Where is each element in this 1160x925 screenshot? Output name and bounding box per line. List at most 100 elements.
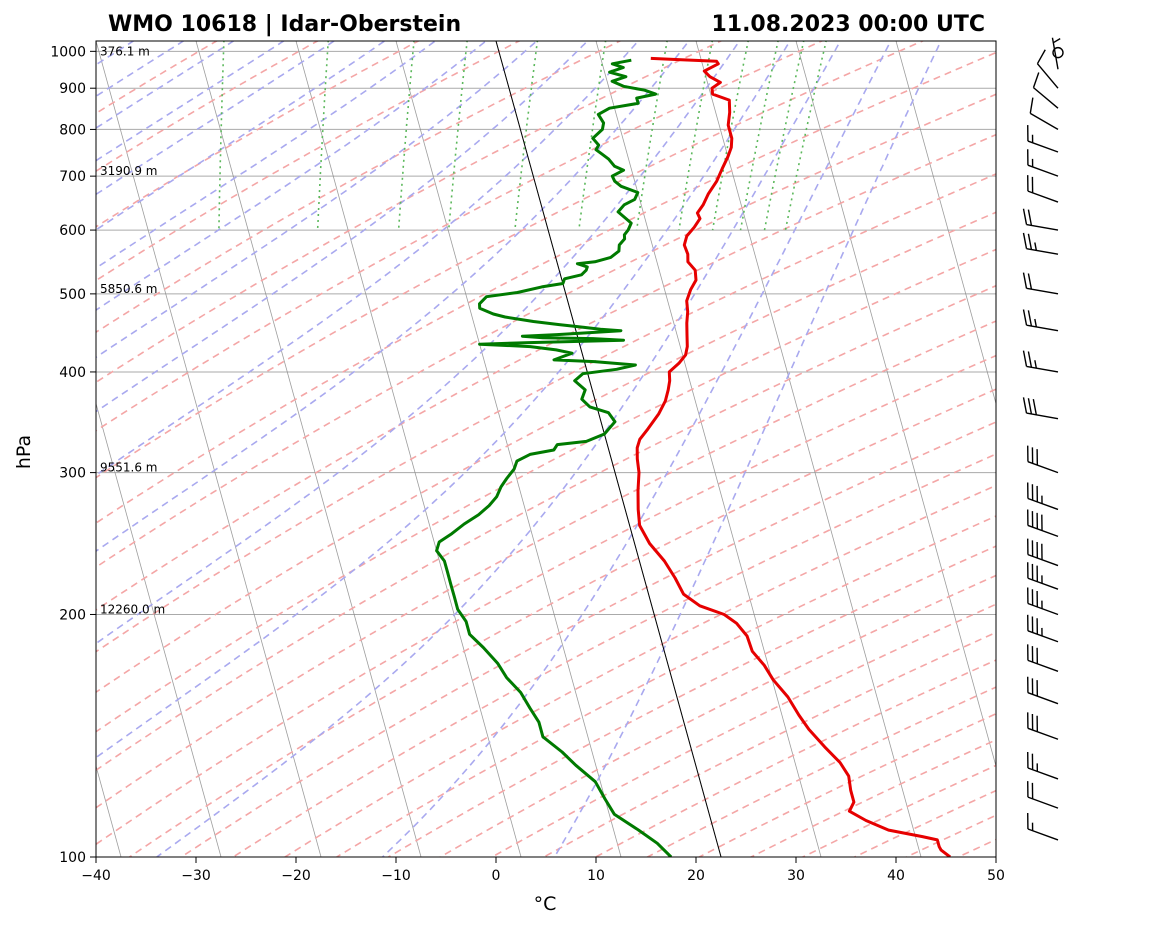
isotherm-line: [795, 41, 996, 768]
wind-barb-shaft: [1036, 63, 1059, 89]
wind-barb-feather: [1022, 232, 1028, 249]
temperature-profile-line: [635, 56, 952, 857]
wind-barb: [1027, 644, 1059, 672]
y-tick-label: 900: [59, 81, 86, 97]
dry-adiabat-line: [749, 739, 996, 857]
wind-barb-feather: [1032, 72, 1040, 88]
wind-barb-shaft: [1051, 37, 1059, 70]
moist-adiabat-line: [382, 41, 892, 857]
wind-barb-shaft: [1027, 140, 1059, 153]
wind-barb: [1027, 482, 1059, 511]
moist-adiabat-line: [96, 41, 690, 553]
mixing-ratio-line: [218, 41, 225, 231]
moist-adiabat-line: [96, 41, 741, 645]
isotherm-line: [895, 41, 996, 406]
dry-adiabat-line: [594, 659, 996, 857]
dewpoint-profile-line: [435, 58, 673, 857]
x-tick-label: −10: [381, 868, 411, 884]
wind-barb: [1027, 445, 1059, 474]
wind-barb-shaft: [1027, 497, 1059, 511]
moist-adiabat-line: [96, 41, 538, 359]
isotherm-line: [395, 41, 622, 857]
x-tick-label: 30: [787, 868, 805, 884]
wind-barb-shaft: [1027, 602, 1059, 616]
x-tick-label: −30: [181, 868, 211, 884]
axes: −40 −30 −20 −10 0 10 20 30 40 50 100 200 300 400 500 60…: [50, 44, 1005, 884]
dry-adiabat-line: [96, 320, 996, 809]
dry-adiabat-line: [96, 41, 824, 432]
dry-adiabat-line: [96, 173, 996, 653]
dry-adiabat-line: [697, 712, 996, 857]
mixing-ratio-line: [316, 41, 330, 231]
wind-barb-shaft: [1026, 412, 1059, 420]
mixing-ratio-line: [578, 41, 607, 231]
wind-barb-shaft: [1027, 190, 1059, 203]
wind-barb-feather: [1027, 351, 1033, 368]
wind-barb-shaft: [1027, 692, 1059, 705]
dry-adiabat-line: [956, 838, 996, 857]
background-grid: [96, 41, 996, 857]
x-tick-label: −40: [81, 868, 111, 884]
mixing-ratio-line: [711, 41, 750, 231]
wind-barb-shaft: [1029, 112, 1059, 131]
dry-adiabat-line: [96, 51, 996, 524]
wind-barb: [1027, 812, 1059, 841]
dry-adiabat-line: [96, 248, 996, 733]
wind-barb-shaft: [1026, 365, 1059, 373]
y-tick-label: 200: [59, 607, 86, 623]
wind-barb-shaft: [1027, 767, 1059, 780]
dry-adiabat-line: [96, 211, 996, 694]
isotherm-line: [695, 41, 922, 857]
plot-frame: [95, 40, 997, 858]
wind-barb: [1032, 72, 1059, 109]
wind-barb-shaft: [1027, 553, 1059, 567]
wind-barb-feather: [1029, 97, 1034, 114]
chart-title-datetime: 11.08.2023 00:00 UTC: [711, 12, 985, 37]
sounding-profiles: [435, 56, 952, 857]
height-labels: 12260.0 m 9551.6 m 5850.6 m 3190.9 m 376.1 m: [100, 45, 165, 617]
wind-barb-shaft: [1027, 828, 1059, 841]
x-tick-label: 20: [687, 868, 705, 884]
zero-degree-isotherm: [495, 41, 722, 857]
isotherm-line: [96, 41, 322, 857]
dry-adiabat-line: [801, 764, 996, 857]
mixing-ratio-line: [739, 41, 779, 231]
wind-barb-feather: [1022, 208, 1028, 225]
height-label: 12260.0 m: [100, 602, 165, 616]
wind-barb-feather: [1027, 310, 1033, 327]
isotherm-line: [295, 41, 522, 857]
wind-barb-feather: [1032, 398, 1038, 415]
wind-barb-feather: [1022, 272, 1028, 289]
isotherm-line: [995, 41, 996, 43]
y-tick-label: 700: [59, 169, 86, 185]
wind-barb-feather: [1027, 273, 1033, 290]
dry-adiabat-line: [96, 41, 925, 479]
wind-barb: [1027, 538, 1059, 567]
x-tick-label: 40: [887, 868, 905, 884]
wind-barb: [1027, 562, 1059, 590]
wind-barb-shaft: [1027, 727, 1059, 740]
dry-adiabat-line: [904, 814, 996, 857]
dry-adiabat-line: [542, 631, 996, 857]
wind-barb: [1022, 309, 1059, 332]
moist-adiabat-line: [553, 41, 942, 857]
wind-barb-feather: [1022, 397, 1028, 414]
moist-adiabat-line: [96, 41, 437, 269]
wind-barb: [1022, 208, 1059, 231]
wind-barb: [1027, 712, 1059, 740]
wind-barb-shaft: [1027, 577, 1059, 590]
wind-barb-feather: [1034, 360, 1038, 369]
x-tick-label: 10: [587, 868, 605, 884]
wind-barb-feather: [1027, 398, 1033, 415]
moist-adiabat-line: [96, 41, 286, 162]
dry-adiabat-line: [96, 41, 521, 282]
wind-barb-feather: [1034, 318, 1038, 328]
mixing-ratio-line: [447, 41, 468, 231]
dry-adiabat-line: [96, 41, 219, 115]
wind-barb-shaft: [1026, 247, 1059, 255]
mixing-ratio-line: [635, 41, 668, 231]
moist-adiabat-line: [96, 41, 791, 759]
wind-barb-shaft: [1027, 461, 1059, 474]
y-tick-label: 100: [59, 850, 86, 866]
mixing-ratio-line: [514, 41, 539, 231]
